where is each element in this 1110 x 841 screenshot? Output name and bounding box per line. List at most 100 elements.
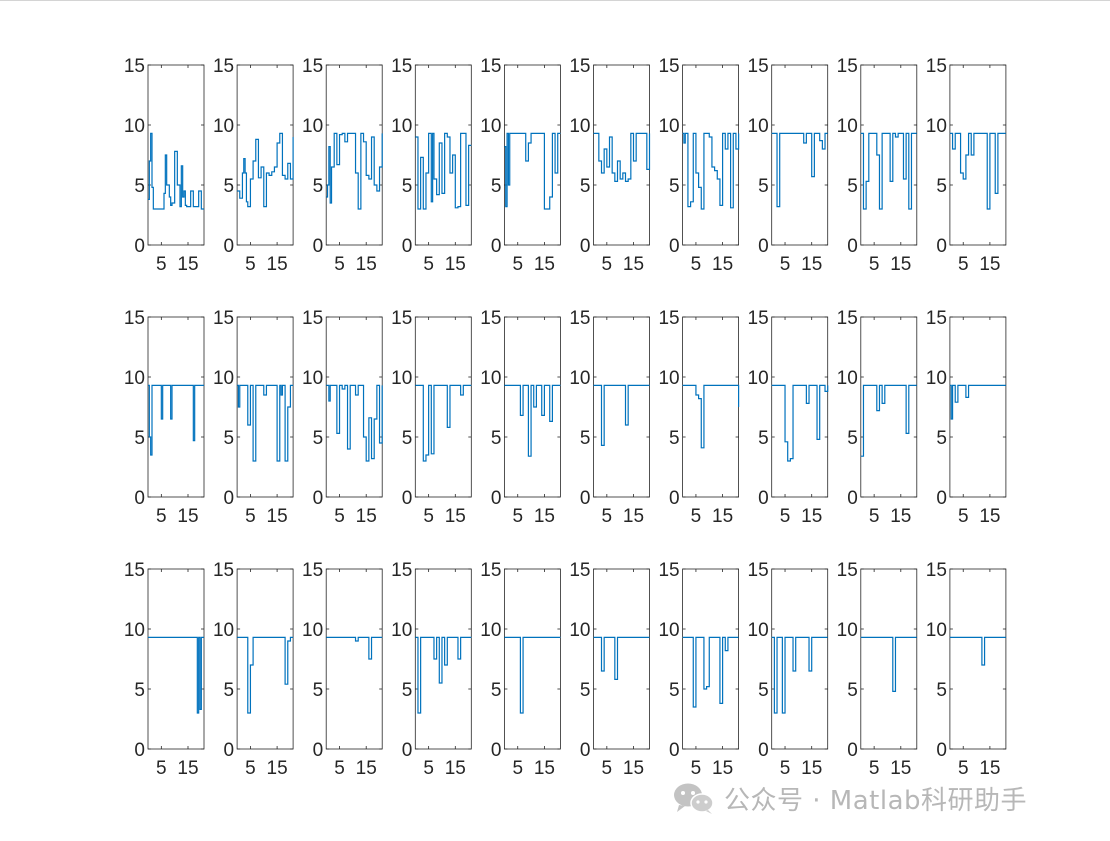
- x-tick-label: 5: [869, 758, 880, 779]
- y-tick-label: 0: [580, 740, 591, 761]
- x-tick-label: 15: [623, 254, 644, 275]
- axes-box: [593, 64, 650, 246]
- y-tick-label: 15: [748, 560, 769, 581]
- series-line: [326, 636, 383, 660]
- series-line: [415, 384, 472, 462]
- y-tick-label: 5: [134, 680, 145, 701]
- series-line: [237, 384, 294, 462]
- y-tick-label: 15: [124, 308, 145, 329]
- axes-box: [147, 64, 205, 246]
- axes-box: [682, 64, 739, 246]
- axes-box: [771, 568, 829, 750]
- axes-box: [949, 568, 1007, 750]
- axes-box: [949, 316, 1007, 498]
- x-tick-label: 5: [423, 506, 434, 527]
- y-tick-label: 15: [569, 560, 590, 581]
- y-tick-label: 0: [313, 740, 324, 761]
- y-tick-label: 5: [847, 428, 858, 449]
- series-line: [148, 132, 204, 210]
- x-tick-label: 15: [890, 506, 911, 527]
- y-tick-label: 0: [224, 488, 235, 509]
- y-tick-label: 10: [658, 116, 679, 137]
- y-tick-label: 5: [224, 428, 235, 449]
- y-tick-label: 15: [926, 308, 947, 329]
- y-tick-label: 10: [124, 620, 145, 641]
- series-line: [682, 384, 740, 449]
- x-tick-label: 15: [890, 254, 911, 275]
- series-line: [682, 132, 740, 210]
- y-tick-label: 15: [213, 560, 234, 581]
- series-line: [415, 132, 472, 210]
- x-tick-label: 15: [979, 758, 1000, 779]
- y-tick-label: 0: [936, 740, 947, 761]
- axes-box: [503, 64, 561, 246]
- axes-box: [771, 316, 829, 498]
- x-tick-label: 5: [602, 758, 613, 779]
- y-tick-label: 0: [313, 488, 324, 509]
- y-tick-label: 5: [402, 428, 413, 449]
- axes-box: [860, 64, 918, 246]
- x-tick-label: 5: [691, 254, 702, 275]
- y-tick-label: 10: [480, 620, 501, 641]
- x-tick-label: 5: [602, 506, 613, 527]
- x-tick-label: 15: [712, 758, 733, 779]
- series-line: [504, 132, 561, 210]
- y-tick-label: 10: [213, 620, 234, 641]
- y-tick-label: 0: [669, 740, 680, 761]
- axes-box: [147, 568, 205, 750]
- y-tick-label: 0: [224, 740, 235, 761]
- y-tick-label: 15: [124, 560, 145, 581]
- series-line: [593, 384, 650, 446]
- y-tick-label: 5: [847, 680, 858, 701]
- y-tick-label: 0: [224, 236, 235, 257]
- y-tick-label: 5: [313, 680, 324, 701]
- series-line: [949, 132, 1006, 210]
- watermark-text: 公众号 · Matlab科研助手: [724, 785, 1028, 816]
- x-tick-label: 5: [512, 506, 523, 527]
- y-tick-label: 5: [224, 176, 235, 197]
- series-line: [860, 132, 917, 210]
- x-tick-label: 5: [245, 254, 256, 275]
- y-tick-label: 5: [669, 680, 680, 701]
- x-tick-label: 5: [691, 506, 702, 527]
- y-tick-label: 10: [391, 368, 412, 389]
- y-tick-label: 10: [124, 116, 145, 137]
- x-tick-label: 5: [334, 758, 345, 779]
- y-tick-label: 5: [669, 428, 680, 449]
- y-tick-label: 5: [758, 428, 769, 449]
- top-border: [0, 0, 1110, 1]
- y-tick-label: 5: [491, 428, 502, 449]
- y-tick-label: 10: [480, 368, 501, 389]
- x-tick-label: 5: [156, 758, 167, 779]
- y-tick-label: 5: [491, 680, 502, 701]
- x-tick-label: 5: [512, 758, 523, 779]
- x-tick-label: 5: [334, 506, 345, 527]
- y-tick-label: 10: [124, 368, 145, 389]
- x-tick-label: 15: [979, 254, 1000, 275]
- axes-box: [236, 64, 294, 246]
- x-tick-label: 5: [958, 758, 969, 779]
- axes-box: [503, 568, 561, 750]
- y-tick-label: 15: [837, 560, 858, 581]
- axes-box: [949, 64, 1007, 246]
- x-tick-label: 15: [356, 758, 377, 779]
- y-tick-label: 5: [580, 176, 591, 197]
- y-tick-label: 15: [213, 56, 234, 77]
- axes-box: [325, 568, 383, 750]
- y-tick-label: 0: [491, 236, 502, 257]
- y-tick-label: 15: [391, 308, 412, 329]
